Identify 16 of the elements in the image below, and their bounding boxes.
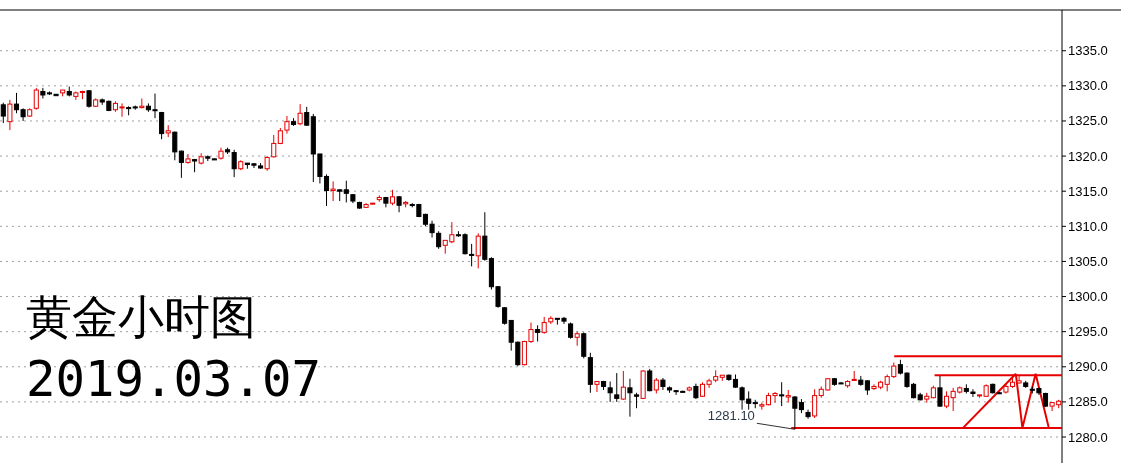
y-tick-label: 1300.0 — [1068, 289, 1108, 305]
y-tick-label: 1335.0 — [1068, 43, 1108, 59]
annotation: 1281.10 — [707, 408, 796, 430]
y-tick-label: 1280.0 — [1068, 429, 1108, 445]
y-tick-label: 1295.0 — [1068, 324, 1108, 340]
y-tick-label: 1330.0 — [1068, 78, 1108, 94]
y-tick-label: 1325.0 — [1068, 113, 1108, 129]
y-tick-label: 1290.0 — [1068, 359, 1108, 375]
y-tick-label: 1310.0 — [1068, 218, 1108, 234]
title: 黄金小时图 — [26, 290, 256, 344]
annotation: 1281.10 — [707, 408, 755, 424]
y-tick-label: 1315.0 — [1068, 183, 1108, 199]
y-tick-label: 1320.0 — [1068, 148, 1108, 164]
y-tick-label: 1285.0 — [1068, 394, 1108, 410]
subtitle: 2019.03.07 — [26, 351, 321, 408]
y-tick-label: 1305.0 — [1068, 253, 1108, 269]
